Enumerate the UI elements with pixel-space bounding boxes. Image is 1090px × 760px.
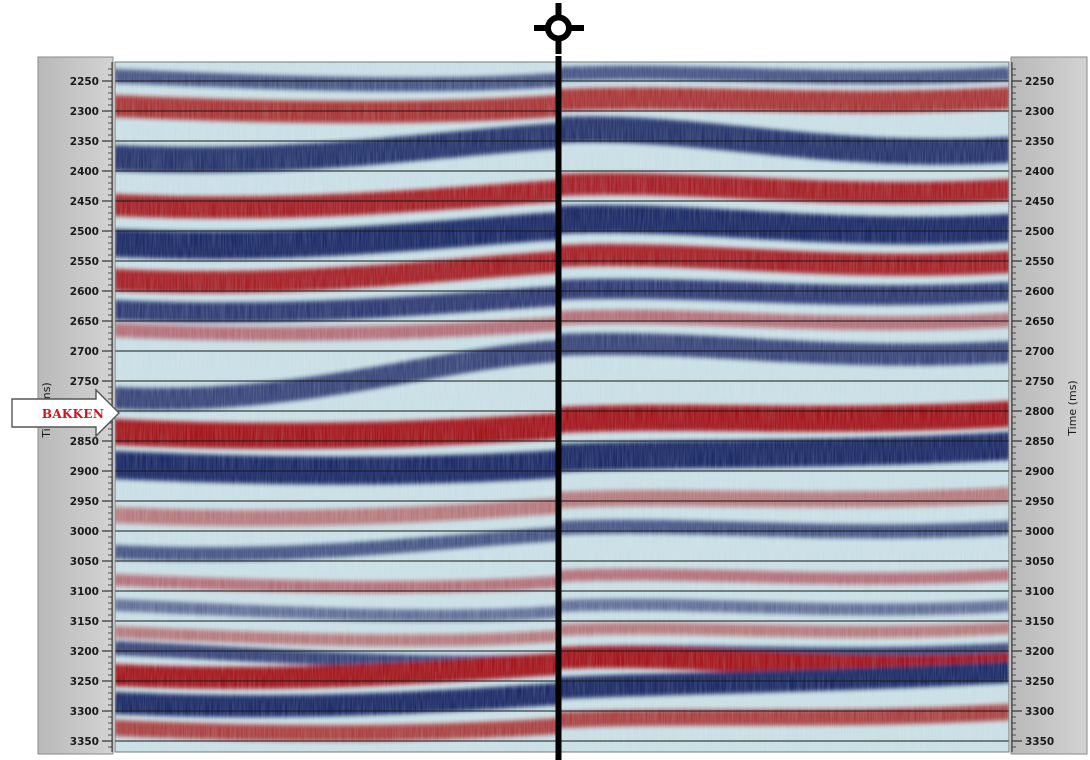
time-tick-label: 2250 (1025, 76, 1054, 88)
marker-arrow-shape (11, 388, 120, 438)
time-tick-label: 2500 (1025, 226, 1054, 238)
time-tick-label: 3200 (70, 646, 99, 658)
time-tick-label: 3150 (1025, 616, 1054, 628)
right-time-axis-title: Time (ms) (1066, 380, 1079, 436)
time-tick-label: 2950 (1025, 496, 1054, 508)
time-tick-label: 3250 (1025, 676, 1054, 688)
well-location-icon (534, 3, 584, 54)
time-tick-label: 3350 (1025, 736, 1054, 748)
right-time-axis: 2250 2300 2350 2400 2450 2500 2550 2600 2650 2700… (1010, 56, 1088, 755)
time-tick-label: 2650 (1025, 316, 1054, 328)
right-axis-panel (1010, 56, 1088, 755)
time-tick-label: 2800 (1025, 406, 1054, 418)
time-tick-label: 2650 (70, 316, 99, 328)
time-tick-label: 3100 (1025, 586, 1054, 598)
time-tick-label: 2700 (70, 346, 99, 358)
time-tick-label: 3300 (70, 706, 99, 718)
time-tick-label: 2750 (70, 376, 99, 388)
well-track (534, 3, 584, 760)
time-tick-label: 2350 (70, 136, 99, 148)
time-tick-label: 2900 (1025, 466, 1054, 478)
time-tick-label: 2850 (1025, 436, 1054, 448)
time-tick-label: 2400 (1025, 166, 1054, 178)
time-tick-label: 2450 (1025, 196, 1054, 208)
time-tick-label: 2250 (70, 76, 99, 88)
time-tick-label: 3150 (70, 616, 99, 628)
time-tick-label: 3200 (1025, 646, 1054, 658)
time-tick-label: 2550 (1025, 256, 1054, 268)
time-tick-label: 3000 (70, 526, 99, 538)
time-tick-label: 2900 (70, 466, 99, 478)
time-tick-label: 3100 (70, 586, 99, 598)
time-tick-label: 3000 (1025, 526, 1054, 538)
time-tick-label: 3250 (70, 676, 99, 688)
time-tick-label: 2500 (70, 226, 99, 238)
horizon-marker-bakken: BAKKEN (11, 388, 120, 438)
time-tick-label: 2950 (70, 496, 99, 508)
section-frame (114, 61, 1010, 753)
section-texture (115, 62, 1009, 752)
well-path-line (555, 56, 562, 760)
time-tick-label: 2550 (70, 256, 99, 268)
time-tick-label: 2750 (1025, 376, 1054, 388)
time-tick-label: 2300 (70, 106, 99, 118)
time-tick-label: 2600 (70, 286, 99, 298)
time-tick-label: 2350 (1025, 136, 1054, 148)
time-tick-label: 3050 (70, 556, 99, 568)
time-tick-label: 3050 (1025, 556, 1054, 568)
time-tick-label: 2600 (1025, 286, 1054, 298)
time-tick-label: 2300 (1025, 106, 1054, 118)
time-tick-label: 2700 (1025, 346, 1054, 358)
time-tick-label: 2850 (70, 436, 99, 448)
seismic-data-area (115, 62, 1009, 752)
horizon-marker-label: BAKKEN (42, 407, 104, 421)
time-tick-label: 2450 (70, 196, 99, 208)
time-tick-label: 2400 (70, 166, 99, 178)
time-tick-label: 3300 (1025, 706, 1054, 718)
time-tick-label: 3350 (70, 736, 99, 748)
